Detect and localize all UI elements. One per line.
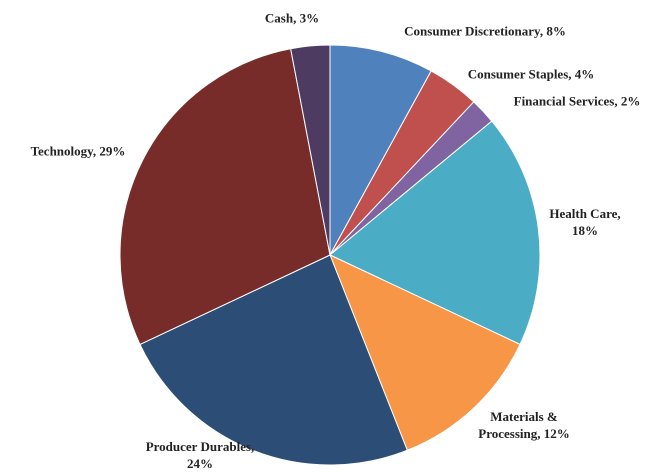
data-label: Technology, 29% <box>30 143 126 159</box>
data-label: Cash, 3% <box>264 10 320 26</box>
pie-slice <box>329 44 432 256</box>
data-label: Financial Services, 2% <box>513 93 641 109</box>
pie-slice <box>329 254 521 451</box>
pie-slice <box>290 44 331 256</box>
pie-slice <box>119 48 331 346</box>
data-label: Consumer Discretionary, 8% <box>404 23 566 39</box>
pie-slice <box>139 254 408 466</box>
data-label: Health Care, 18% <box>549 206 621 238</box>
data-label: Materials & Processing, 12% <box>478 409 570 441</box>
data-label: Consumer Staples, 4% <box>467 66 595 82</box>
pie-slice <box>329 120 541 346</box>
data-label: Producer Durables, 24% <box>145 439 255 471</box>
